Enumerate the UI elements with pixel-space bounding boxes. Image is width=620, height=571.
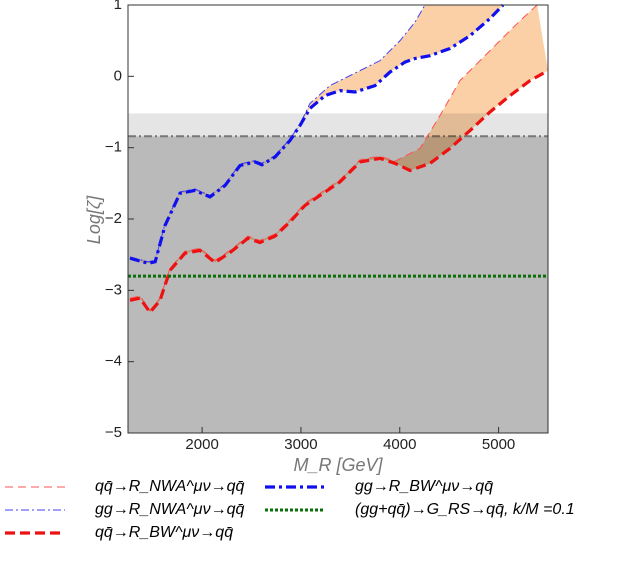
y-tick-label: 0 bbox=[114, 67, 122, 84]
legend-label: (gg+qq̄)→G_RS→qq̄, k/M =0.1 bbox=[355, 501, 575, 518]
legend-label: gg→R_BW^μν→qq̄ bbox=[355, 478, 493, 495]
series-line bbox=[129, 3, 505, 265]
y-tick-label: −5 bbox=[105, 424, 122, 441]
band bbox=[129, 5, 548, 313]
x-tick-label: 5000 bbox=[482, 436, 515, 453]
x-axis-label: M_R [GeV] bbox=[293, 455, 383, 475]
y-axis-label: Log[ζ] bbox=[84, 195, 104, 244]
y-tick-label: −4 bbox=[105, 353, 122, 370]
legend-label: gg→R_NWA^μν→qq̄ bbox=[95, 501, 244, 518]
shaded-region bbox=[128, 136, 548, 433]
legend-label: qq̄→R_NWA^μν→qq̄ bbox=[95, 478, 244, 495]
y-tick-label: −3 bbox=[105, 281, 122, 298]
x-tick-label: 2000 bbox=[185, 436, 218, 453]
shaded-region bbox=[128, 113, 548, 137]
legend-label: qq̄→R_BW^μν→qq̄ bbox=[95, 524, 233, 541]
y-tick-label: 1 bbox=[114, 0, 122, 13]
y-tick-label: −2 bbox=[105, 210, 122, 227]
series-line bbox=[129, 69, 549, 316]
x-tick-label: 3000 bbox=[284, 436, 317, 453]
y-tick-label: −1 bbox=[105, 139, 122, 156]
band bbox=[129, 5, 504, 264]
x-tick-label: 4000 bbox=[383, 436, 416, 453]
